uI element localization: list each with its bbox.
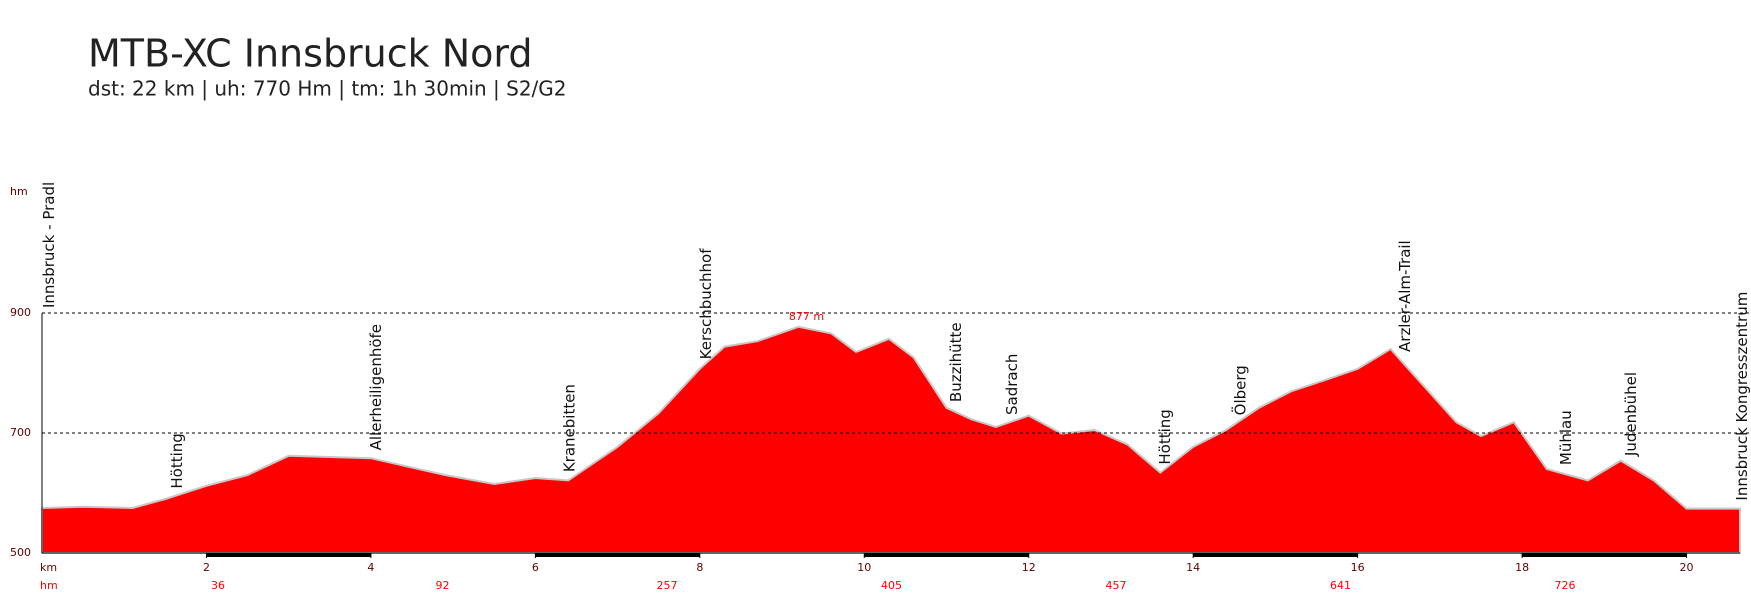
waypoint-label: Innsbruck - Pradl — [40, 182, 58, 308]
y-tick-label: 700 — [10, 426, 31, 439]
waypoint-label: Mühlau — [1557, 410, 1575, 465]
waypoint-label: Innsbruck Kongresszentrum — [1733, 292, 1751, 501]
x-tick-label: 14 — [1186, 561, 1200, 574]
ascent-label: 257 — [657, 579, 678, 592]
chart-subtitle: dst: 22 km | uh: 770 Hm | tm: 1h 30min |… — [88, 77, 567, 101]
scale-bar — [206, 553, 371, 557]
x-tick-label: 8 — [696, 561, 703, 574]
ascent-label: 726 — [1555, 579, 1576, 592]
max-label: 877 m — [789, 310, 824, 323]
scale-bar — [864, 553, 1029, 557]
ascent-label: 641 — [1330, 579, 1351, 592]
waypoint-label: Sadrach — [1003, 354, 1021, 415]
waypoint-label: Hötting — [168, 433, 186, 488]
y-tick-label: 900 — [10, 306, 31, 319]
x-tick-label: 12 — [1022, 561, 1036, 574]
waypoint-label: Hötting — [1156, 409, 1174, 464]
waypoint-label: Kerschbuchhof — [697, 248, 715, 360]
y-tick-label: 500 — [10, 546, 31, 559]
ascent-unit: hm — [40, 579, 58, 592]
x-tick-label: 2 — [203, 561, 210, 574]
waypoint-label: Buzzihütte — [947, 322, 965, 402]
x-unit: km — [40, 561, 57, 574]
ascent-label: 405 — [881, 579, 902, 592]
scale-bar — [1522, 553, 1687, 557]
ascent-label: 457 — [1106, 579, 1127, 592]
waypoint-label: Allerheiligenhöfe — [367, 324, 385, 450]
chart-title: MTB-XC Innsbruck Nord — [88, 32, 533, 76]
x-tick-label: 18 — [1515, 561, 1529, 574]
scale-bar — [535, 553, 700, 557]
scale-bar — [1193, 553, 1358, 557]
waypoint-label: Ölberg — [1230, 365, 1249, 415]
waypoint-label: Judenbühel — [1622, 372, 1640, 457]
x-tick-label: 4 — [367, 561, 374, 574]
x-tick-label: 10 — [857, 561, 871, 574]
elevation-area — [41, 325, 1741, 554]
y-unit: hm — [10, 185, 28, 198]
ascent-label: 92 — [436, 579, 450, 592]
x-tick-label: 20 — [1680, 561, 1694, 574]
x-tick-label: 6 — [532, 561, 539, 574]
ascent-label: 36 — [211, 579, 225, 592]
x-tick-label: 16 — [1351, 561, 1365, 574]
waypoint-label: Arzler-Alm-Trail — [1396, 240, 1414, 352]
waypoint-label: Kranebitten — [560, 384, 578, 472]
